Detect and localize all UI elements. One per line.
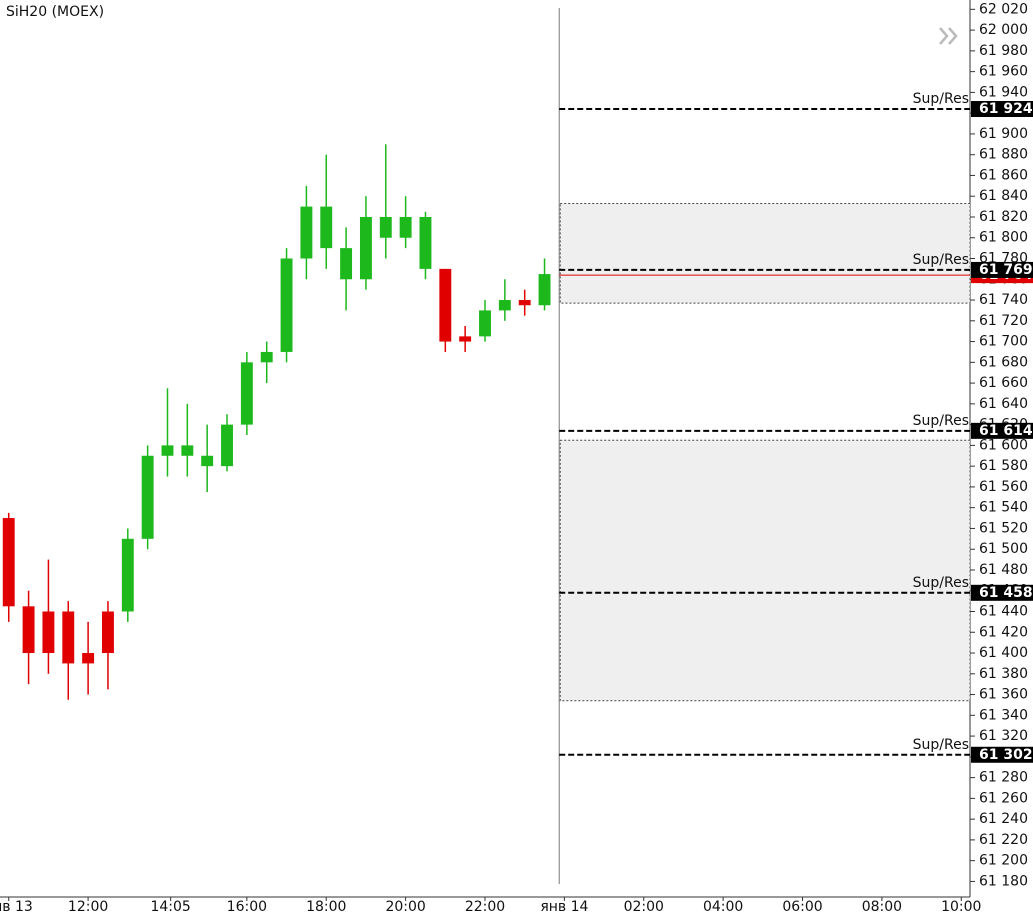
y-tick-label: 61 260 [979, 790, 1028, 806]
y-tick-label: 61 980 [979, 43, 1028, 59]
y-tick-label: 61 900 [979, 126, 1028, 142]
x-tick-label: 12:00 [68, 899, 108, 915]
candle-body [359, 216, 372, 280]
candle-body [141, 455, 154, 539]
candle-body [399, 216, 412, 238]
y-tick-label: 61 560 [979, 479, 1028, 495]
y-tick-label: 61 860 [979, 167, 1028, 183]
y-tick-label: 61 200 [979, 853, 1028, 869]
y-tick-label: 61 660 [979, 375, 1028, 391]
candle-body [419, 216, 432, 269]
candle-body [62, 611, 75, 664]
y-tick-label: 61 420 [979, 624, 1028, 640]
chevrons-icon [939, 27, 958, 45]
y-tick-label: 61 500 [979, 541, 1028, 557]
x-tick-label: 22:00 [465, 899, 505, 915]
y-tick-label: 61 800 [979, 230, 1028, 246]
y-tick-label: 61 700 [979, 334, 1028, 350]
sr-zone [559, 202, 971, 304]
x-tick-label: 02:00 [624, 899, 664, 915]
candle-body [221, 424, 233, 467]
y-tick-label: 61 360 [979, 687, 1028, 703]
candle-body [42, 611, 55, 654]
x-tick-label: 20:00 [385, 899, 425, 915]
y-tick-label: 61 960 [979, 64, 1028, 80]
y-tick-label: 61 580 [979, 458, 1028, 474]
candle-body [102, 611, 114, 654]
y-tick-label: 61 520 [979, 520, 1028, 536]
candle-body [161, 445, 174, 456]
y-tick-label: 61 320 [979, 728, 1028, 744]
y-tick-label: 61 540 [979, 500, 1028, 516]
y-tick-label: 61 940 [979, 84, 1028, 100]
sr-tag [971, 101, 1033, 118]
candle-body [181, 445, 194, 456]
candle-body [260, 351, 273, 363]
x-tick-label: 18:00 [306, 899, 346, 915]
sr-name: Sup/Res [913, 737, 969, 753]
y-tick-label: 61 680 [979, 354, 1028, 370]
x-tick-label: 04:00 [703, 899, 743, 915]
y-tick-label: 61 220 [979, 832, 1028, 848]
sr-price-label: 61 924 [979, 101, 1033, 117]
candle-body [498, 300, 511, 311]
sr-tag [971, 746, 1033, 763]
y-tick-label: 61 820 [979, 209, 1028, 225]
y-tick-label: 61 400 [979, 645, 1028, 661]
x-tick-label: 14:05 [150, 899, 190, 915]
candle-body [300, 206, 313, 259]
sr-zone [559, 439, 971, 702]
y-tick-label: 61 480 [979, 562, 1028, 578]
y-tick-label: 61 440 [979, 603, 1028, 619]
y-tick-label: 61 740 [979, 292, 1028, 308]
y-tick-label: 61 180 [979, 873, 1028, 889]
y-tick-label: 61 640 [979, 396, 1028, 412]
candle-body [479, 310, 491, 337]
x-tick-label: 08:00 [862, 899, 902, 915]
y-tick-label: 62 000 [979, 22, 1028, 38]
x-tick-label: янв 13 [0, 899, 33, 915]
sr-name: Sup/Res [913, 413, 969, 429]
sr-price-label: 61 614 [979, 423, 1033, 439]
candle-body [240, 362, 253, 425]
y-tick-label: 61 880 [979, 147, 1028, 163]
candle-body [459, 336, 472, 342]
candle-body [439, 268, 452, 342]
candle-body [201, 455, 214, 467]
candle-body [280, 258, 293, 352]
y-tick-label: 61 280 [979, 770, 1028, 786]
sr-tag [971, 261, 1033, 278]
candle-body [82, 653, 95, 664]
candle-body [340, 248, 353, 280]
sr-price-label: 61 458 [979, 585, 1033, 601]
y-tick-label: 61 840 [979, 188, 1028, 204]
y-tick-label: 61 600 [979, 437, 1028, 453]
sr-name: Sup/Res [913, 575, 969, 591]
chart-title: SiH20 (MOEX) [6, 4, 104, 20]
sr-name: Sup/Res [913, 91, 969, 107]
x-tick-label: 06:00 [782, 899, 822, 915]
x-tick-label: 16:00 [227, 899, 267, 915]
y-tick-label: 62 020 [979, 1, 1028, 17]
y-tick-label: 61 240 [979, 811, 1028, 827]
candle-body [518, 300, 531, 306]
sr-name: Sup/Res [913, 252, 969, 268]
y-tick-label: 61 380 [979, 666, 1028, 682]
candle-body [22, 606, 35, 654]
x-tick-label: 10:00 [941, 899, 981, 915]
y-tick-label: 61 720 [979, 313, 1028, 329]
expand-button[interactable] [939, 27, 958, 45]
candle-body [2, 518, 15, 607]
candle-body [538, 274, 551, 306]
candle-body [121, 538, 134, 612]
candle-body [379, 216, 392, 238]
y-tick-label: 61 340 [979, 707, 1028, 723]
sr-price-label: 61 302 [979, 747, 1033, 763]
sr-tag [971, 584, 1033, 601]
sr-tag [971, 422, 1033, 439]
candle-body [320, 206, 333, 249]
x-tick-label: янв 14 [540, 899, 588, 915]
sr-price-label: 61 769 [979, 262, 1033, 278]
